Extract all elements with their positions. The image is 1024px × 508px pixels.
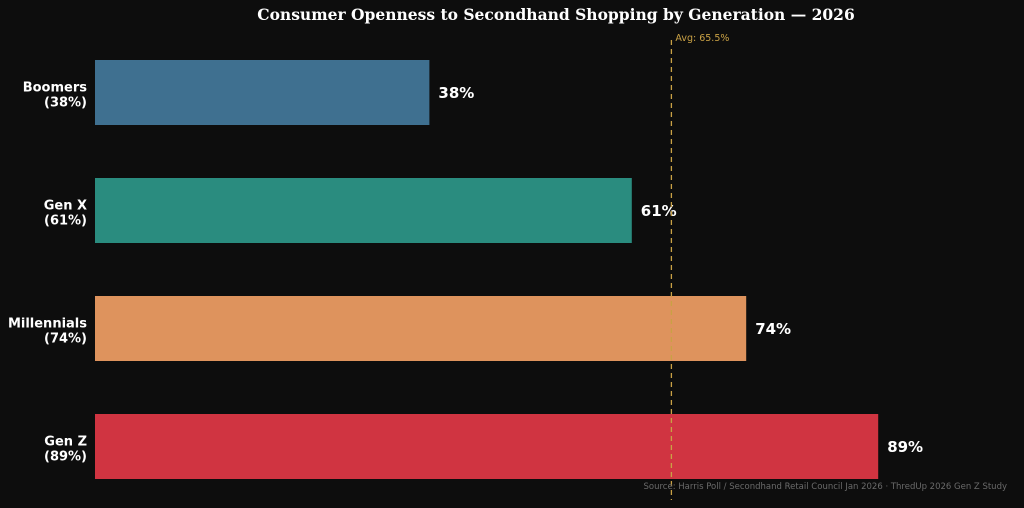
bar [95, 178, 632, 243]
category-sublabel: (89%) [44, 450, 87, 465]
source-note: Source: Harris Poll / Secondhand Retail … [644, 482, 1007, 492]
category-sublabel: (61%) [44, 214, 87, 229]
bar [95, 60, 430, 125]
category-label: Gen X [44, 199, 87, 214]
category-label: Gen Z [44, 435, 87, 450]
category-label: Boomers [23, 81, 88, 96]
average-reference-label: Avg: 65.5% [675, 33, 729, 44]
category-sublabel: (74%) [44, 332, 87, 347]
bar-value-label: 89% [887, 438, 923, 456]
category-sublabel: (38%) [44, 96, 87, 111]
category-label: Millennials [8, 317, 87, 332]
chart-title: Consumer Openness to Secondhand Shopping… [257, 5, 855, 24]
bars-layer [95, 60, 879, 479]
bar-value-label: 38% [438, 84, 474, 102]
bar-value-label: 61% [641, 202, 677, 220]
labels-layer: 38% Boomers(38%) 61% Gen X(61%) 74% Millennia… [8, 81, 923, 465]
bar [95, 414, 879, 479]
bar-value-label: 74% [755, 320, 791, 338]
bar [95, 296, 747, 361]
